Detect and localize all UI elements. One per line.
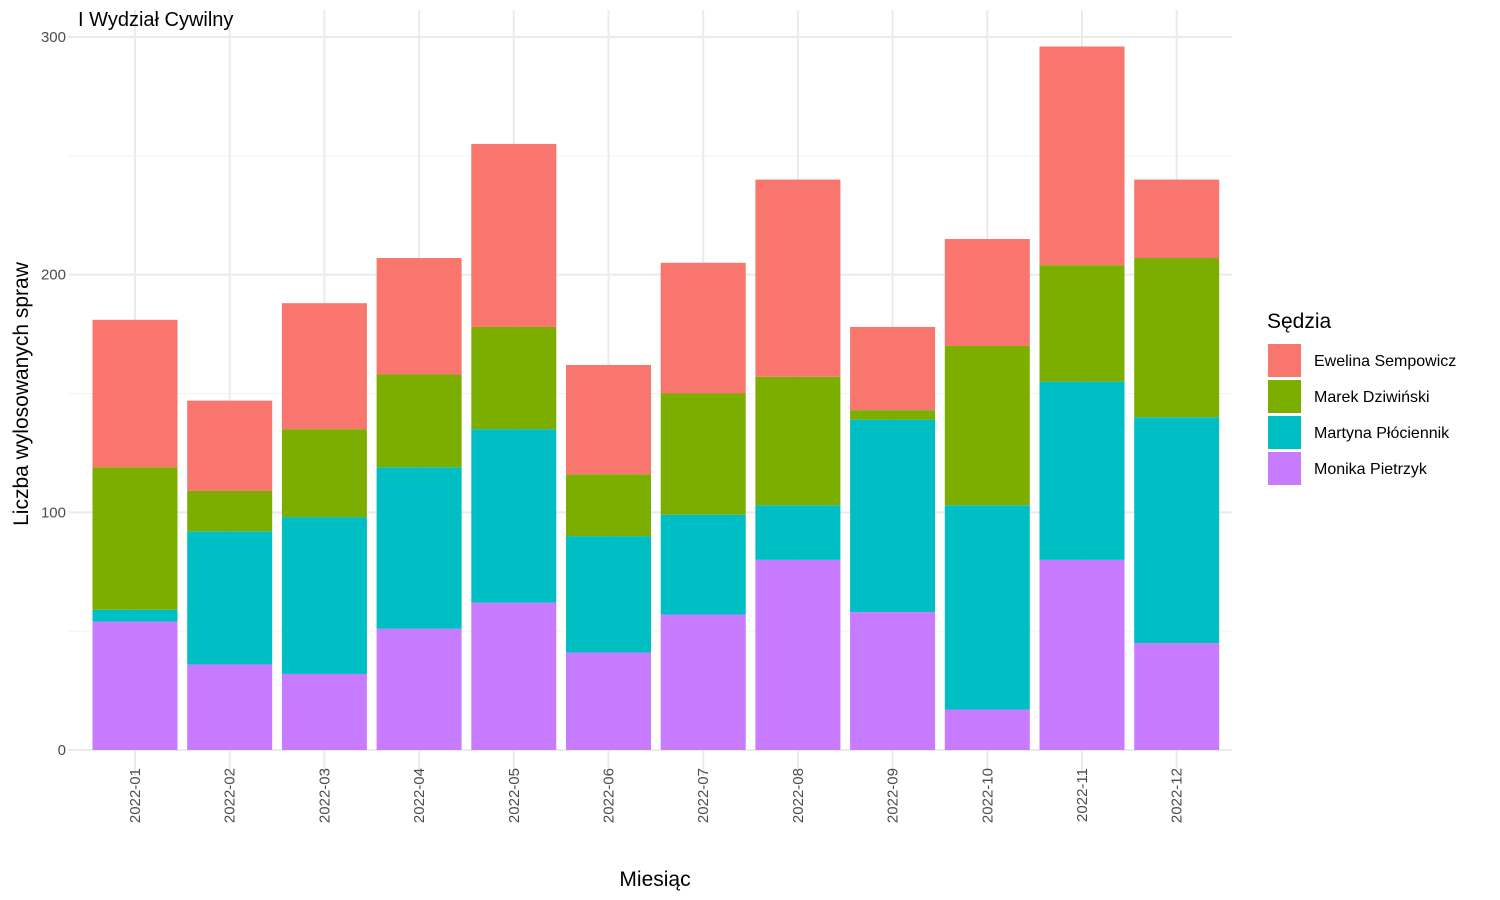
x-tick-label: 2022-02 xyxy=(222,768,239,823)
bar-segment xyxy=(92,467,178,610)
bar-segment xyxy=(755,559,841,750)
bar-segment xyxy=(376,467,462,629)
bar-segment xyxy=(471,326,557,430)
legend-label: Martyna Płóciennik xyxy=(1314,425,1450,442)
bar-segment xyxy=(376,374,462,468)
legend-key xyxy=(1268,416,1301,449)
y-axis-ticks: 0 100 200 300 xyxy=(41,29,66,759)
x-axis-ticks: 2022-01 2022-02 2022-03 2022-04 2022-05 2022-… xyxy=(127,768,1186,823)
legend: Sędzia Ewelina Sempowicz Marek Dziwiński M… xyxy=(1267,310,1456,485)
bar-segment xyxy=(566,474,651,537)
bar-segment xyxy=(1134,258,1220,418)
x-tick-label: 2022-07 xyxy=(695,768,712,823)
bars xyxy=(92,46,1220,750)
bar-segment xyxy=(471,602,557,750)
x-tick-label: 2022-10 xyxy=(979,768,996,823)
y-tick-label: 100 xyxy=(41,504,66,521)
bar-segment xyxy=(1134,179,1220,259)
x-axis-title: Miesiąc xyxy=(619,868,690,891)
bar-segment xyxy=(1039,381,1125,560)
bar-segment xyxy=(1039,559,1125,750)
legend-label: Marek Dziwiński xyxy=(1314,389,1430,406)
bar-segment xyxy=(660,514,746,615)
bar-segment xyxy=(281,673,367,750)
bar-segment xyxy=(566,364,651,475)
x-tick-label: 2022-03 xyxy=(316,768,333,823)
chart-title: I Wydział Cywilny xyxy=(78,9,233,31)
bar-segment xyxy=(92,621,178,750)
bar-segment xyxy=(187,490,273,532)
x-tick-label: 2022-12 xyxy=(1169,768,1186,823)
bar-segment xyxy=(92,319,178,468)
bar-segment xyxy=(281,303,367,430)
y-tick-label: 300 xyxy=(41,29,66,46)
bar-segment xyxy=(187,664,273,750)
legend-title: Sędzia xyxy=(1267,310,1332,333)
x-tick-label: 2022-08 xyxy=(790,768,807,823)
bar-segment xyxy=(850,419,936,613)
bar-segment xyxy=(944,345,1030,506)
bar-segment xyxy=(566,652,651,750)
bar-segment xyxy=(471,143,557,327)
bar-segment xyxy=(660,614,746,750)
bar-segment xyxy=(850,410,936,420)
bar-segment xyxy=(944,505,1030,710)
bar-segment xyxy=(566,536,651,653)
bar-segment xyxy=(944,709,1030,750)
y-tick-label: 200 xyxy=(41,267,66,284)
bar-segment xyxy=(92,609,178,622)
bar-segment xyxy=(187,400,273,491)
bar-segment xyxy=(281,429,367,518)
legend-key xyxy=(1268,380,1301,413)
x-tick-label: 2022-09 xyxy=(885,768,902,823)
bar-segment xyxy=(755,376,841,506)
legend-key xyxy=(1268,344,1301,377)
x-tick-label: 2022-04 xyxy=(411,768,428,823)
x-tick-label: 2022-11 xyxy=(1074,768,1091,822)
bar-segment xyxy=(376,258,462,375)
bar-segment xyxy=(660,393,746,515)
bar-segment xyxy=(281,517,367,674)
bar-segment xyxy=(1039,265,1125,382)
bar-segment xyxy=(755,505,841,560)
legend-label: Monika Pietrzyk xyxy=(1314,461,1428,478)
bar-segment xyxy=(1134,417,1220,644)
y-axis-title: Liczba wylosowanych spraw xyxy=(10,261,33,526)
bar-segment xyxy=(660,262,746,394)
bar-segment xyxy=(944,239,1030,346)
y-tick-label: 0 xyxy=(58,742,66,759)
legend-label: Ewelina Sempowicz xyxy=(1314,353,1456,370)
bar-segment xyxy=(187,531,273,665)
bar-segment xyxy=(755,179,841,377)
bar-segment xyxy=(471,429,557,603)
bar-segment xyxy=(1039,46,1125,266)
bar-segment xyxy=(376,628,462,750)
bar-segment xyxy=(850,326,936,411)
x-tick-label: 2022-06 xyxy=(601,768,618,823)
x-tick-label: 2022-05 xyxy=(506,768,523,823)
bar-segment xyxy=(1134,643,1220,750)
legend-key xyxy=(1268,452,1301,485)
x-tick-label: 2022-01 xyxy=(127,768,144,823)
bar-segment xyxy=(850,612,936,750)
